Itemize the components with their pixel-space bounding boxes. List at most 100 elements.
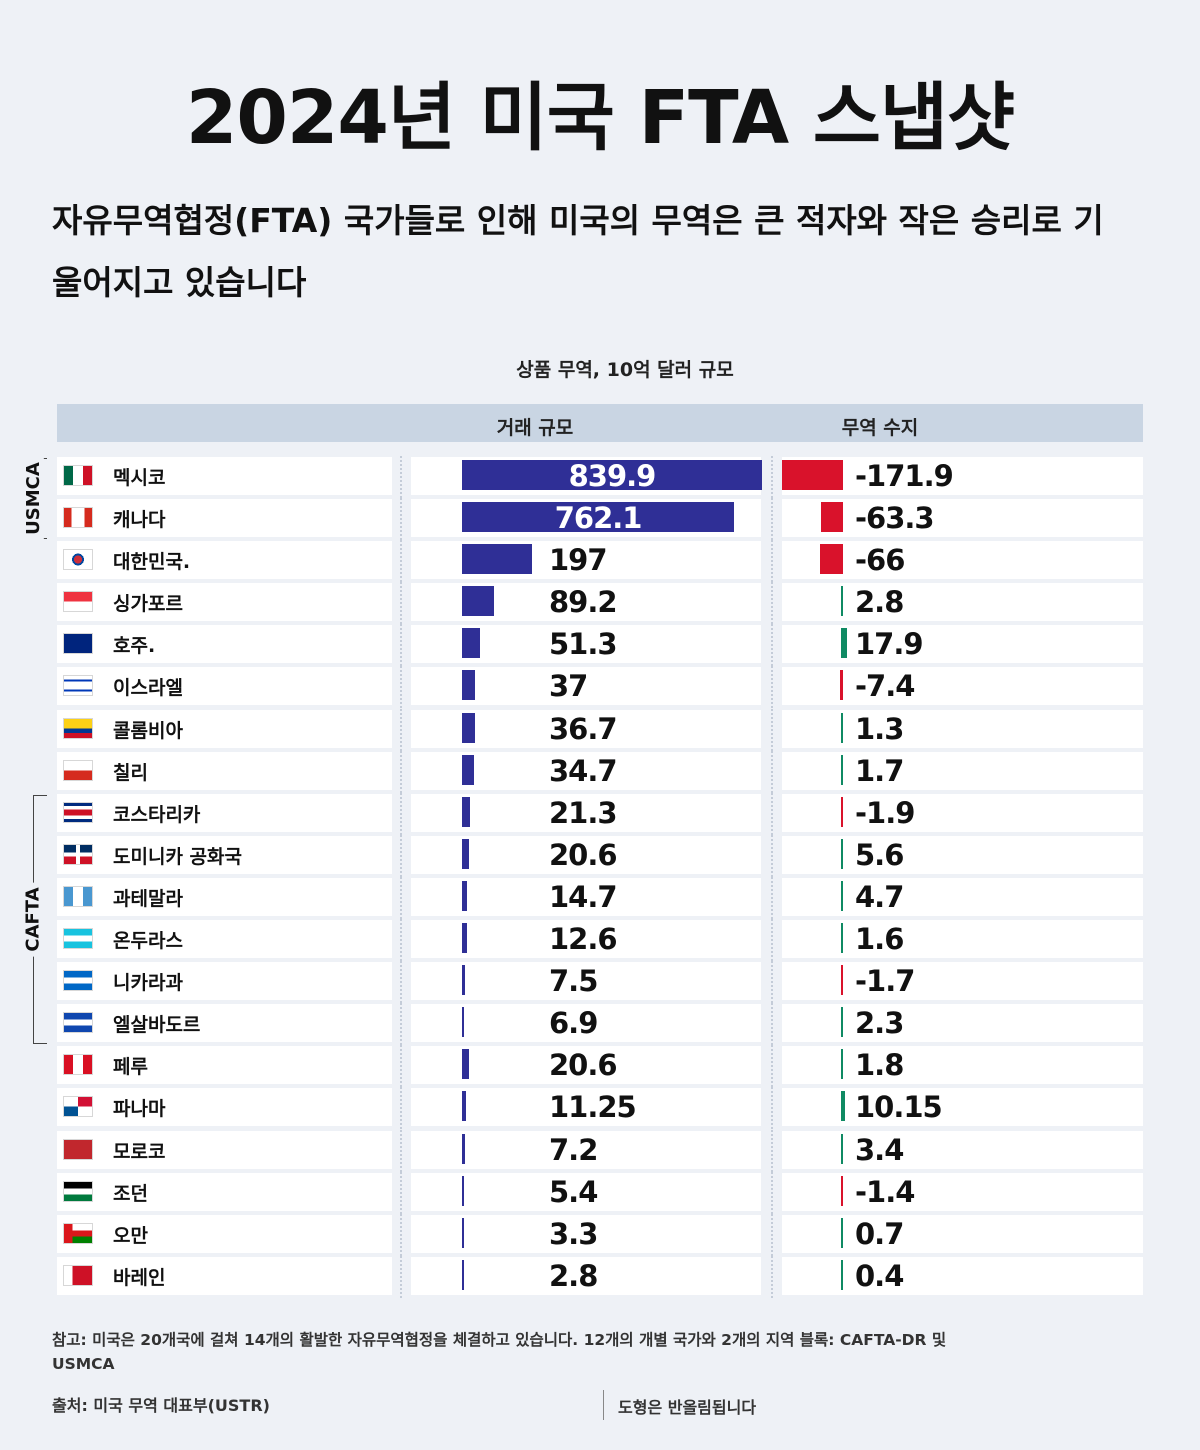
country-cell: 오만	[57, 1214, 392, 1253]
row-divider	[771, 1087, 773, 1130]
trade-size-bar	[462, 1007, 465, 1038]
table-row: 도미니카 공화국 20.6 5.6	[0, 834, 1200, 877]
table-row: 이스라엘 37 -7.4	[0, 666, 1200, 709]
country-cell: 니카라과	[57, 962, 392, 1001]
surplus-bar	[841, 1133, 843, 1164]
country-label: 파나마	[113, 1098, 166, 1121]
country-label: 캐나다	[113, 509, 166, 532]
row-divider	[400, 666, 402, 709]
table-row: 온두라스 12.6 1.6	[0, 919, 1200, 962]
trade-size-label: 6.9	[549, 1006, 598, 1041]
trade-balance-label: -7.4	[855, 669, 915, 704]
country-label: 싱가포르	[113, 593, 183, 616]
country-cell: 칠리	[57, 751, 392, 790]
trade-balance-cell: 1.7	[782, 751, 1143, 790]
trade-size-label: 34.7	[549, 753, 618, 788]
dominican-republic-flag-icon	[63, 843, 93, 865]
country-cell: 캐나다	[57, 499, 392, 538]
table-row: 콜롬비아 36.7 1.3	[0, 708, 1200, 751]
country-label: 엘살바도르	[113, 1014, 201, 1037]
trade-balance-cell: -171.9	[782, 457, 1143, 495]
trade-size-cell: 762.1	[411, 499, 761, 538]
deficit-bar	[782, 460, 843, 490]
trade-balance-label: 0.7	[855, 1216, 904, 1251]
deficit-bar	[819, 544, 843, 575]
table-row: 멕시코 839.9 -171.9	[0, 456, 1200, 498]
surplus-bar	[841, 754, 843, 785]
trade-size-bar	[462, 1133, 465, 1164]
row-divider	[400, 456, 402, 498]
trade-size-bar	[462, 460, 762, 490]
surplus-bar	[841, 1091, 845, 1122]
group-label: CAFTA	[22, 881, 44, 957]
country-label: 콜롬비아	[113, 719, 183, 742]
row-divider	[771, 1129, 773, 1172]
trade-balance-cell: -63.3	[782, 499, 1143, 538]
row-divider	[400, 624, 402, 667]
table-row: 과테말라 14.7 4.7	[0, 876, 1200, 919]
panama-flag-icon	[63, 1096, 93, 1118]
country-label: 페루	[113, 1056, 148, 1079]
trade-balance-label: -1.7	[855, 964, 915, 999]
row-divider	[400, 1255, 402, 1298]
trade-size-bar	[462, 712, 476, 743]
trade-balance-cell: 2.3	[782, 1004, 1143, 1043]
row-divider	[771, 1045, 773, 1088]
table-row: 대한민국. 197 -66	[0, 540, 1200, 583]
surplus-bar	[841, 712, 843, 743]
trade-size-cell: 839.9	[411, 457, 762, 495]
trade-size-bar	[462, 670, 476, 701]
peru-flag-icon	[63, 1054, 93, 1076]
trade-size-cell: 6.9	[411, 1004, 761, 1043]
country-cell: 조던	[57, 1172, 392, 1211]
row-divider	[771, 1171, 773, 1214]
footnote: 참고: 미국은 20개국에 걸쳐 14개의 활발한 자유무역협정을 체결하고 있…	[52, 1331, 947, 1373]
israel-flag-icon	[63, 675, 93, 697]
table-row: 페루 20.6 1.8	[0, 1045, 1200, 1088]
row-divider	[771, 961, 773, 1004]
honduras-flag-icon	[63, 928, 93, 950]
trade-balance-cell: 17.9	[782, 625, 1143, 664]
country-cell: 모로코	[57, 1130, 392, 1169]
trade-balance-label: 4.7	[855, 879, 904, 914]
country-label: 이스라엘	[113, 677, 183, 700]
row-divider	[771, 582, 773, 625]
trade-size-label: 3.3	[549, 1216, 598, 1251]
mexico-flag-icon	[63, 465, 93, 486]
group-label: USMCA	[22, 456, 44, 540]
trade-size-cell: 7.5	[411, 962, 761, 1001]
trade-size-label: 11.25	[549, 1090, 637, 1125]
table-row: 엘살바도르 6.9 2.3	[0, 1003, 1200, 1046]
country-cell: 호주.	[57, 625, 392, 664]
trade-size-label: 7.5	[549, 964, 598, 999]
trade-size-label: 14.7	[549, 879, 618, 914]
australia-flag-icon	[63, 633, 93, 655]
table-row: 바레인 2.8 0.4	[0, 1255, 1200, 1298]
row-divider	[400, 919, 402, 962]
colombia-flag-icon	[63, 717, 93, 739]
trade-size-bar	[462, 880, 468, 911]
trade-size-bar	[462, 544, 533, 575]
trade-size-bar	[462, 796, 470, 827]
row-divider	[400, 708, 402, 751]
trade-size-cell: 12.6	[411, 920, 761, 959]
deficit-bar	[841, 1175, 843, 1206]
trade-balance-cell: 0.7	[782, 1214, 1143, 1253]
surplus-bar	[841, 1217, 843, 1248]
deficit-bar	[840, 670, 843, 701]
country-cell: 파나마	[57, 1088, 392, 1127]
country-label: 대한민국.	[113, 551, 191, 574]
source-note: 출처: 미국 무역 대표부(USTR)	[52, 1396, 270, 1415]
trade-size-cell: 2.8	[411, 1256, 761, 1295]
trade-size-label: 89.2	[549, 585, 618, 620]
trade-balance-cell: -66	[782, 541, 1143, 580]
country-label: 호주.	[113, 635, 156, 658]
group-bracket-tick	[33, 794, 47, 796]
trade-size-label: 37	[549, 669, 588, 704]
trade-size-cell: 20.6	[411, 1046, 761, 1085]
chart-subtitle: 자유무역협정(FTA) 국가들로 인해 미국의 무역은 큰 적자와 작은 승리로…	[52, 201, 1104, 302]
trade-size-cell: 197	[411, 541, 761, 580]
country-label: 칠리	[113, 761, 148, 784]
trade-size-label: 20.6	[549, 837, 618, 872]
surplus-bar	[841, 1049, 843, 1080]
